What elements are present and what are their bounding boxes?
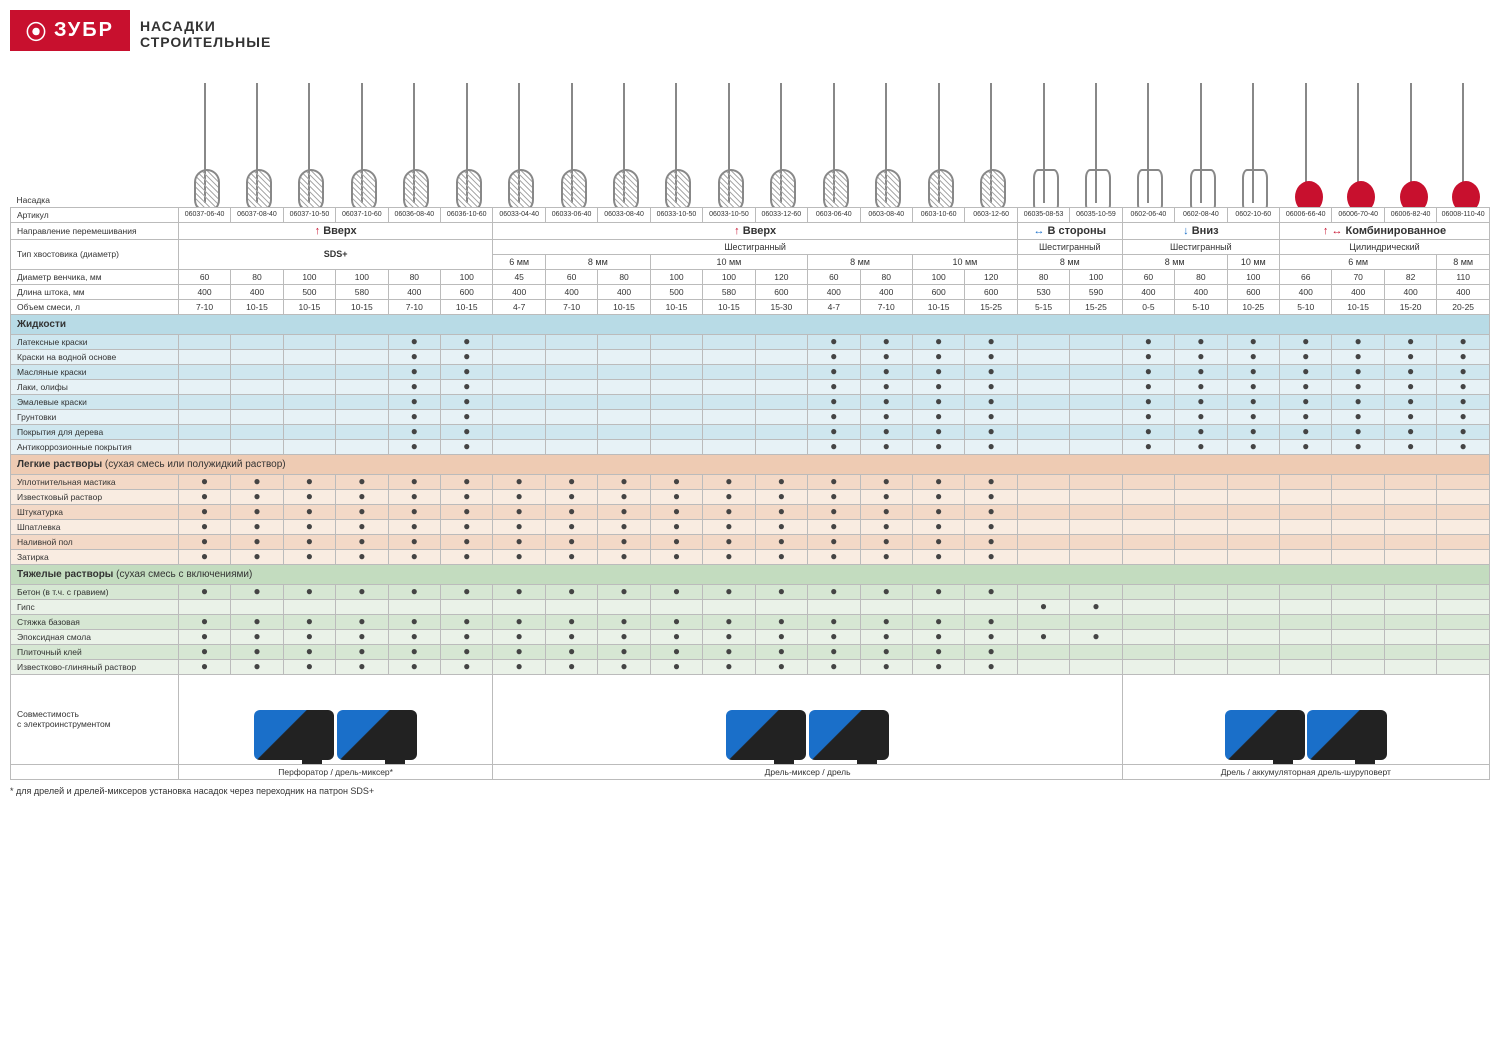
mixer-icon	[990, 83, 992, 203]
title-line-2: СТРОИТЕЛЬНЫЕ	[140, 34, 271, 50]
brand-logo: ЗУБР	[10, 10, 130, 51]
power-tool-icon	[726, 710, 806, 760]
footnote: * для дрелей и дрелей-миксеров установка…	[10, 786, 1490, 796]
power-tool-icon	[254, 710, 334, 760]
power-tool-icon	[1225, 710, 1305, 760]
mixer-icon	[1147, 83, 1149, 203]
mixer-icon	[1095, 83, 1097, 203]
power-tool-icon	[809, 710, 889, 760]
mixer-icon	[413, 83, 415, 203]
spec-table: НасадкаАртикул06037-06-4006037-08-400603…	[10, 57, 1490, 780]
header: ЗУБР НАСАДКИ СТРОИТЕЛЬНЫЕ	[10, 10, 1490, 51]
mixer-icon	[1252, 83, 1254, 203]
mixer-icon	[571, 83, 573, 203]
mixer-icon	[518, 83, 520, 203]
mixer-icon	[1305, 83, 1307, 203]
mixer-icon	[256, 83, 258, 203]
mixer-icon	[1200, 83, 1202, 203]
mixer-icon	[361, 83, 363, 203]
mixer-icon	[204, 83, 206, 203]
mixer-icon	[780, 83, 782, 203]
mixer-icon	[1357, 83, 1359, 203]
mixer-icon	[675, 83, 677, 203]
title-line-1: НАСАДКИ	[140, 18, 271, 34]
mixer-icon	[308, 83, 310, 203]
mixer-icon	[1462, 83, 1464, 203]
mixer-icon	[1043, 83, 1045, 203]
mixer-icon	[833, 83, 835, 203]
power-tool-icon	[337, 710, 417, 760]
mixer-icon	[885, 83, 887, 203]
mixer-icon	[938, 83, 940, 203]
mixer-icon	[623, 83, 625, 203]
power-tool-icon	[1307, 710, 1387, 760]
mixer-icon	[466, 83, 468, 203]
mixer-icon	[1410, 83, 1412, 203]
mixer-icon	[728, 83, 730, 203]
